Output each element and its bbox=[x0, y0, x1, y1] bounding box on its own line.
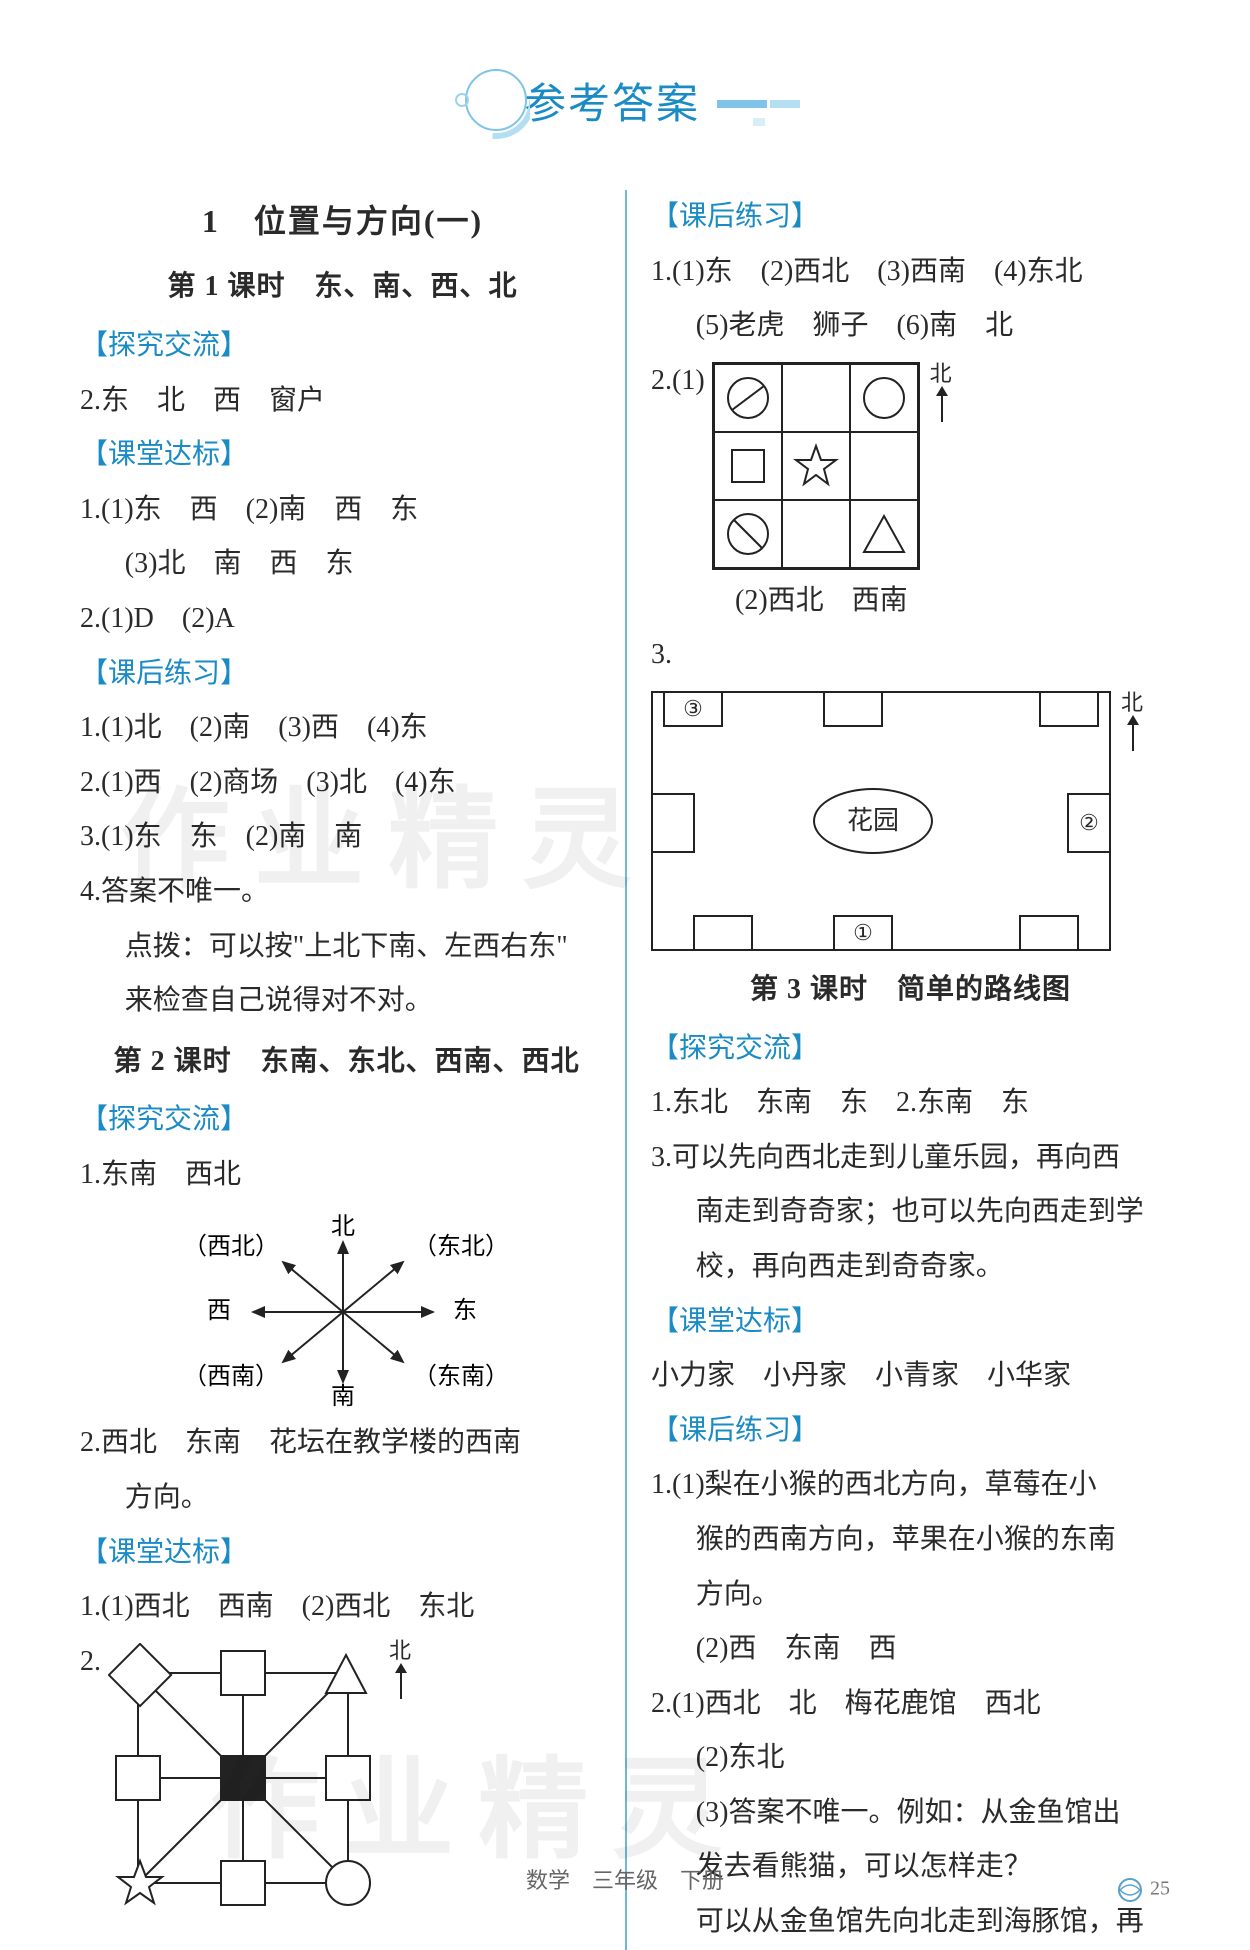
answer-line: (2)西北 西南 bbox=[651, 574, 1170, 629]
question-prefix: 3. bbox=[651, 639, 672, 670]
grid-cell bbox=[782, 364, 850, 432]
answer-line: (5)老虎 狮子 (6)南 北 bbox=[651, 299, 1170, 354]
answer-line: (2)西 东南 西 bbox=[651, 1622, 1170, 1677]
north-indicator: 北 bbox=[389, 1639, 413, 1703]
page-number: 25 bbox=[1117, 1877, 1170, 1903]
garden-map: ③ 花园 ② ① bbox=[651, 691, 1111, 951]
page-footer: 数学 三年级 下册 bbox=[0, 1863, 1250, 1895]
grid-cell bbox=[714, 364, 782, 432]
column-right: 【课后练习】 1.(1)东 (2)西北 (3)西南 (4)东北 (5)老虎 狮子… bbox=[625, 190, 1170, 1950]
answer-figure-row: 2.(1) bbox=[651, 354, 1170, 574]
chapter-heading: 1 位置与方向(一) bbox=[80, 190, 605, 252]
answer-line: 2.(1)西 (2)商场 (3)北 (4)东 bbox=[80, 756, 605, 811]
grid-cell bbox=[714, 432, 782, 500]
map-box bbox=[651, 793, 695, 853]
answer-line: 3.可以先向西北走到儿童乐园，再向西 bbox=[651, 1131, 1170, 1186]
compass-se: （东南） bbox=[413, 1363, 509, 1390]
answer-line: 4.答案不唯一。 bbox=[80, 865, 605, 920]
section-heading-class: 【课堂达标】 bbox=[80, 428, 605, 483]
content-columns: 1 位置与方向(一) 第 1 课时 东、南、西、北 【探究交流】 2.东 北 西… bbox=[80, 190, 1170, 1950]
answer-line: (2)东北 bbox=[651, 1731, 1170, 1786]
question-prefix: 2. bbox=[80, 1646, 101, 1677]
question-prefix: 2.(1) bbox=[651, 365, 705, 396]
answer-line: 2.(1)D (2)A bbox=[80, 592, 605, 647]
answer-line: 小力家 小丹家 小青家 小华家 bbox=[651, 1349, 1170, 1404]
compass-nw: （西北） bbox=[183, 1233, 279, 1260]
north-indicator: 北 bbox=[1121, 691, 1145, 755]
page-title: 参考答案 bbox=[524, 82, 700, 128]
map-box: ① bbox=[833, 915, 893, 951]
lesson-heading: 第 2 课时 东南、东北、西南、西北 bbox=[80, 1035, 605, 1090]
compass-s: 南 bbox=[331, 1383, 355, 1410]
title-ornament-left bbox=[440, 60, 530, 140]
answer-line: 校，再向西走到奇奇家。 bbox=[651, 1240, 1170, 1295]
answer-line: 1.(1)西北 西南 (2)西北 东北 bbox=[80, 1580, 605, 1635]
north-indicator: 北 bbox=[930, 362, 954, 426]
answer-line: 可以从金鱼馆先向北走到海豚馆，再 bbox=[651, 1895, 1170, 1950]
section-heading-homework: 【课后练习】 bbox=[651, 190, 1170, 245]
map-box: ② bbox=[1067, 793, 1111, 853]
answer-line: 1.(1)梨在小猴的西北方向，草莓在小 bbox=[651, 1458, 1170, 1513]
lesson-heading: 第 3 课时 简单的路线图 bbox=[651, 963, 1170, 1018]
map-box bbox=[823, 691, 883, 727]
hint-line: 点拨：可以按"上北下南、左西右东" bbox=[80, 920, 605, 975]
grid-cell bbox=[850, 500, 918, 568]
section-heading-explore: 【探究交流】 bbox=[651, 1022, 1170, 1077]
answer-line: (3)北 南 西 东 bbox=[80, 537, 605, 592]
grid-cell bbox=[850, 364, 918, 432]
compass-diagram: 北 南 东 西 （东北） （西北） （东南） （西南） bbox=[153, 1212, 533, 1412]
answer-line: 2.(1)西北 北 梅花鹿馆 西北 bbox=[651, 1677, 1170, 1732]
compass-w: 西 bbox=[207, 1298, 231, 1324]
section-heading-explore: 【探究交流】 bbox=[80, 1093, 605, 1148]
answer-line: 1.东南 西北 bbox=[80, 1148, 605, 1203]
answer-line: 1.(1)东 (2)西北 (3)西南 (4)东北 bbox=[651, 245, 1170, 300]
section-heading-homework: 【课后练习】 bbox=[80, 647, 605, 702]
hint-line: 来检查自己说得对不对。 bbox=[80, 974, 605, 1029]
shape-grid bbox=[712, 362, 920, 570]
lesson-heading: 第 1 课时 东、南、西、北 bbox=[80, 260, 605, 315]
grid-cell bbox=[714, 500, 782, 568]
grid-cell bbox=[850, 432, 918, 500]
title-ornament-right bbox=[710, 95, 810, 105]
compass-sw: （西南） bbox=[183, 1363, 279, 1390]
map-garden-label: 花园 bbox=[813, 788, 933, 854]
section-heading-homework: 【课后练习】 bbox=[651, 1404, 1170, 1459]
answer-line: 猴的西南方向，苹果在小猴的东南 bbox=[651, 1513, 1170, 1568]
section-heading-class: 【课堂达标】 bbox=[651, 1295, 1170, 1350]
answer-line: 1.(1)北 (2)南 (3)西 (4)东 bbox=[80, 701, 605, 756]
answer-line: 1.东北 东南 东 2.东南 东 bbox=[651, 1076, 1170, 1131]
page-title-wrap: 参考答案 bbox=[80, 60, 1170, 140]
answer-line: 南走到奇奇家；也可以先向西走到学 bbox=[651, 1185, 1170, 1240]
answer-line: (3)答案不唯一。例如：从金鱼馆出 bbox=[651, 1786, 1170, 1841]
compass-ne: （东北） bbox=[413, 1233, 509, 1260]
map-box bbox=[1019, 915, 1079, 951]
grid-cell bbox=[782, 500, 850, 568]
answer-figure-row: 3. ③ 花园 ② ① 北 bbox=[651, 628, 1170, 957]
map-box bbox=[693, 915, 753, 951]
section-heading-class: 【课堂达标】 bbox=[80, 1526, 605, 1581]
map-box bbox=[1039, 691, 1099, 727]
column-left: 1 位置与方向(一) 第 1 课时 东、南、西、北 【探究交流】 2.东 北 西… bbox=[80, 190, 625, 1950]
answer-line: 方向。 bbox=[80, 1471, 605, 1526]
answer-line: 2.西北 东南 花坛在教学楼的西南 bbox=[80, 1416, 605, 1471]
answer-line: 1.(1)东 西 (2)南 西 东 bbox=[80, 483, 605, 538]
answer-line: 3.(1)东 东 (2)南 南 bbox=[80, 810, 605, 865]
section-heading-explore: 【探究交流】 bbox=[80, 319, 605, 374]
answer-line: 2.东 北 西 窗户 bbox=[80, 374, 605, 429]
compass-e: 东 bbox=[453, 1297, 477, 1324]
grid-cell bbox=[782, 432, 850, 500]
globe-icon bbox=[1117, 1877, 1143, 1903]
answer-line: 方向。 bbox=[651, 1568, 1170, 1623]
compass-n: 北 bbox=[331, 1213, 355, 1240]
map-box: ③ bbox=[663, 691, 723, 727]
